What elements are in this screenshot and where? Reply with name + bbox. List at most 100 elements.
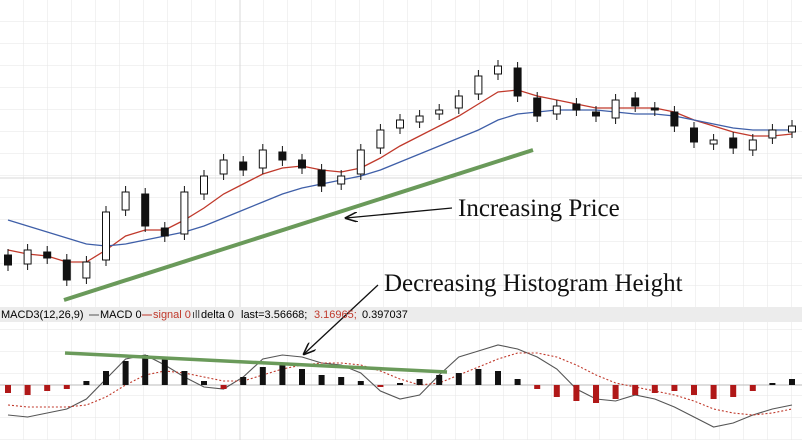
trend-line	[63, 148, 534, 302]
histogram-bar	[240, 377, 247, 385]
histogram-bar	[710, 385, 717, 399]
histogram-bar	[103, 371, 109, 385]
candle-body	[62, 259, 71, 281]
candle-body	[454, 95, 463, 109]
candle-body	[396, 119, 404, 129]
candle-body	[180, 191, 189, 235]
candle-body	[43, 251, 52, 259]
candle-body	[258, 149, 267, 169]
candle-body	[474, 75, 483, 95]
readout: 3.16965;	[314, 309, 357, 321]
histogram-bar	[475, 369, 482, 385]
candle-body	[513, 67, 522, 97]
legend-label: MACD 0	[100, 309, 142, 321]
candle-body	[631, 97, 640, 107]
annotation: Increasing Price	[458, 195, 620, 222]
legend-label: signal 0	[153, 309, 191, 321]
histogram-bar	[377, 385, 384, 387]
histogram-bar	[573, 385, 580, 401]
annotation: Decreasing Histogram Height	[384, 270, 683, 297]
moving-average	[7, 109, 792, 247]
arrow	[304, 284, 379, 354]
histogram-bar	[632, 385, 639, 395]
candle-body	[376, 129, 385, 149]
candle-body	[278, 151, 287, 161]
candle-body	[239, 161, 248, 171]
histogram-bar	[83, 381, 90, 385]
histogram-bar	[651, 385, 658, 393]
candle-body	[650, 107, 659, 111]
histogram-bar	[553, 385, 560, 397]
histogram-bar	[279, 365, 286, 385]
readout: last=3.56668;	[241, 309, 307, 321]
indicator-title: MACD3(12,26,9)	[1, 309, 84, 321]
histogram-bar	[397, 383, 403, 385]
histogram-bar	[161, 359, 168, 385]
moving-average	[7, 89, 793, 263]
candle-body	[748, 139, 757, 151]
histogram-bar	[357, 381, 364, 385]
histogram-bar	[730, 385, 737, 397]
histogram-bar	[436, 375, 443, 385]
candle-body	[4, 254, 12, 266]
candle-body	[533, 97, 542, 117]
candle-body	[219, 159, 228, 175]
candle-body	[82, 261, 91, 279]
candle-body	[356, 149, 365, 175]
histogram-bar	[259, 367, 266, 385]
candle-body	[729, 137, 738, 149]
histogram-bar	[691, 385, 697, 395]
candle-body	[670, 111, 679, 127]
trend-line	[64, 351, 448, 374]
candle-body	[788, 125, 796, 133]
candle-body	[141, 193, 150, 227]
candle-body	[435, 109, 444, 115]
histogram-bar	[201, 381, 207, 385]
candle-body	[494, 65, 502, 75]
candle-body	[200, 175, 208, 195]
histogram-bar	[769, 383, 776, 385]
histogram-bar	[5, 385, 11, 393]
histogram-bar	[534, 385, 541, 389]
candle-body	[415, 115, 424, 123]
histogram-bar	[514, 379, 521, 385]
histogram-bar	[338, 377, 345, 385]
histogram-bar	[671, 385, 678, 391]
histogram-bar	[495, 371, 501, 385]
readout: 0.397037	[362, 309, 408, 321]
candle-body	[552, 105, 561, 115]
macd-header-bar	[0, 307, 802, 322]
histogram-bar	[318, 375, 325, 385]
histogram-bar	[612, 385, 619, 399]
candle-body	[690, 127, 698, 143]
histogram-bar	[142, 355, 149, 385]
histogram-bar	[24, 385, 31, 395]
indicator-line	[7, 352, 793, 416]
candle-body	[337, 175, 346, 185]
histogram-bar	[749, 385, 756, 391]
histogram-bar	[122, 361, 129, 385]
histogram-bar	[455, 373, 462, 385]
histogram-bar	[416, 379, 423, 385]
histogram-bar	[63, 385, 70, 389]
candle-body	[160, 227, 169, 237]
candle-body	[102, 211, 110, 261]
histogram-bar	[299, 369, 305, 385]
candle-body	[298, 159, 306, 169]
arrow	[346, 207, 453, 218]
histogram-bar	[181, 371, 188, 385]
candle-body	[317, 169, 326, 187]
candle-body	[709, 139, 718, 145]
histogram-bar	[593, 385, 599, 403]
candle-body	[121, 191, 130, 211]
histogram-bar	[220, 385, 227, 389]
histogram-bar	[789, 379, 795, 385]
candle-body	[23, 249, 32, 265]
candle-body	[592, 111, 600, 117]
legend-label: delta 0	[201, 309, 234, 321]
legend-icon: ıll	[192, 309, 200, 321]
candle-body	[572, 103, 581, 111]
